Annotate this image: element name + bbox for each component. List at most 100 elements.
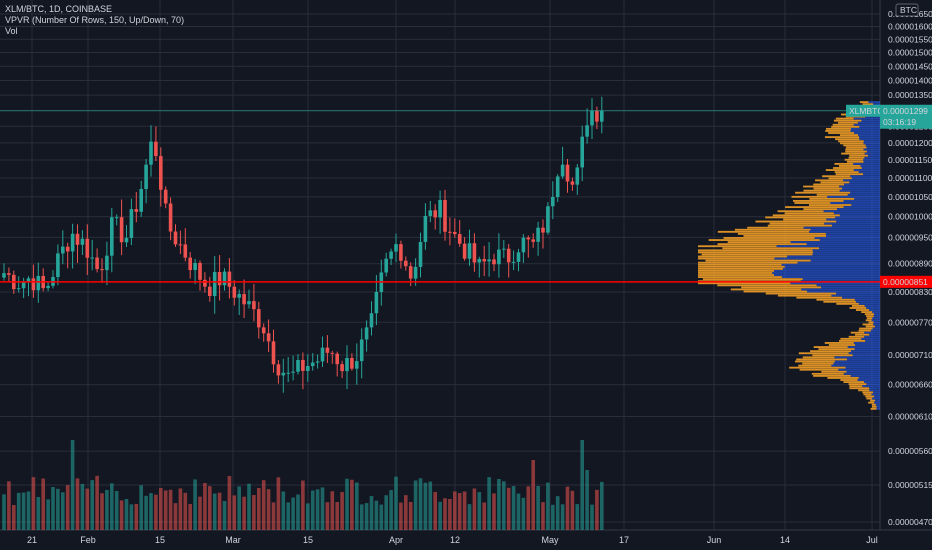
candle-body <box>359 339 364 362</box>
vpvr-row-up <box>876 405 880 408</box>
candle-body <box>551 197 555 207</box>
candle-body <box>242 294 246 305</box>
volume-bar <box>65 485 70 530</box>
vpvr-row-up <box>863 140 880 143</box>
vpvr-legend: VPVR (Number Of Rows, 150, Up/Down, 70) <box>5 15 185 25</box>
candle-body <box>46 285 50 289</box>
vpvr-row-down <box>803 189 840 192</box>
vpvr-row-down <box>849 154 868 157</box>
candle-body <box>477 259 482 263</box>
vpvr-row-up <box>864 152 880 155</box>
x-tick-label: 17 <box>619 535 629 545</box>
volume-bar <box>56 488 60 530</box>
vpvr-row-up <box>863 148 880 151</box>
vpvr-row-down <box>785 206 844 209</box>
candle-body <box>536 227 540 242</box>
volume-bar <box>70 440 75 530</box>
vpvr-row-up <box>821 286 880 289</box>
volume-bar <box>266 489 271 530</box>
candle-body <box>203 279 207 287</box>
vpvr-row-up <box>812 249 880 252</box>
candle-body <box>222 271 227 286</box>
volume-bar <box>301 480 305 530</box>
volume-bar <box>163 490 168 530</box>
vpvr-row-down <box>767 224 833 227</box>
vpvr-row-up <box>831 294 880 297</box>
vpvr-row-up <box>834 360 880 363</box>
candle-body <box>134 209 139 212</box>
vpvr-row-down <box>825 169 854 171</box>
vpvr-row-up <box>816 284 880 287</box>
candle-body <box>129 209 134 238</box>
volume-bar <box>536 485 540 530</box>
vpvr-row-down <box>845 150 867 153</box>
vpvr-row-down <box>871 403 876 406</box>
candle-body <box>423 215 428 242</box>
volume-bar <box>560 504 565 530</box>
vpvr-row-up <box>836 292 880 295</box>
vpvr-row-up <box>790 282 880 285</box>
volume-bar <box>595 489 599 530</box>
candle-body <box>291 371 295 373</box>
vpvr-row-down <box>777 294 832 297</box>
candle-body <box>448 231 452 233</box>
vpvr-row-up <box>814 237 880 239</box>
volume-bar <box>129 504 134 530</box>
volume-bar <box>413 480 418 530</box>
volume-bar <box>198 496 202 530</box>
y-tick-label: 0.00001350 <box>888 90 932 100</box>
vpvr-row-up <box>812 253 880 256</box>
vpvr-row-down <box>698 272 773 274</box>
candle-body <box>281 372 286 376</box>
vpvr-row-down <box>838 140 864 143</box>
y-tick-label: 0.00001550 <box>888 34 932 44</box>
candle-body <box>139 189 143 212</box>
y-tick-label: 0.00000950 <box>888 232 932 242</box>
candle-body <box>340 364 344 372</box>
vpvr-row-down <box>849 307 867 309</box>
vpvr-row-down <box>813 374 851 377</box>
candle-body <box>271 341 276 365</box>
vpvr-row-up <box>836 220 880 223</box>
vpvr-row-up <box>854 132 880 134</box>
vpvr-row-down <box>796 358 847 361</box>
currency-badge[interactable] <box>895 3 919 17</box>
y-tick-label: 0.00001450 <box>888 61 932 71</box>
candle-body <box>404 260 408 267</box>
volume-bar <box>227 476 232 530</box>
volume-bar <box>315 489 320 530</box>
candle-body <box>193 262 197 271</box>
vpvr-row-down <box>755 220 837 223</box>
vpvr-row-down <box>743 235 827 237</box>
volume-bar <box>144 495 148 530</box>
vpvr-row-up <box>872 397 880 400</box>
volume-bar <box>203 483 207 530</box>
y-tick-label: 0.00001400 <box>888 75 932 85</box>
vpvr-row-up <box>850 130 880 132</box>
vpvr-row-down <box>769 222 825 225</box>
vpvr-row-down <box>828 132 855 134</box>
candle-body <box>173 231 178 245</box>
vpvr-row-down <box>844 158 864 161</box>
candle-body <box>163 189 168 204</box>
x-tick-label: Jul <box>866 535 878 545</box>
vpvr-row-down <box>862 103 874 106</box>
vpvr-row-up <box>855 344 880 346</box>
volume-legend: Vol <box>5 26 18 36</box>
volume-bar <box>247 483 251 530</box>
candle-body <box>355 361 359 369</box>
vpvr-row-down <box>823 300 857 303</box>
candle-body <box>296 360 300 372</box>
vpvr-row-down <box>698 276 782 279</box>
volume-bar <box>252 494 256 530</box>
volume-bar <box>335 502 339 530</box>
vpvr-row-up <box>851 350 880 353</box>
vpvr-row-down <box>849 385 863 388</box>
volume-bar <box>448 498 452 530</box>
vpvr-row-up <box>813 251 880 254</box>
candle-body <box>227 271 232 287</box>
candle-body <box>119 217 124 243</box>
vpvr-row-down <box>747 226 804 229</box>
candle-body <box>570 181 575 185</box>
